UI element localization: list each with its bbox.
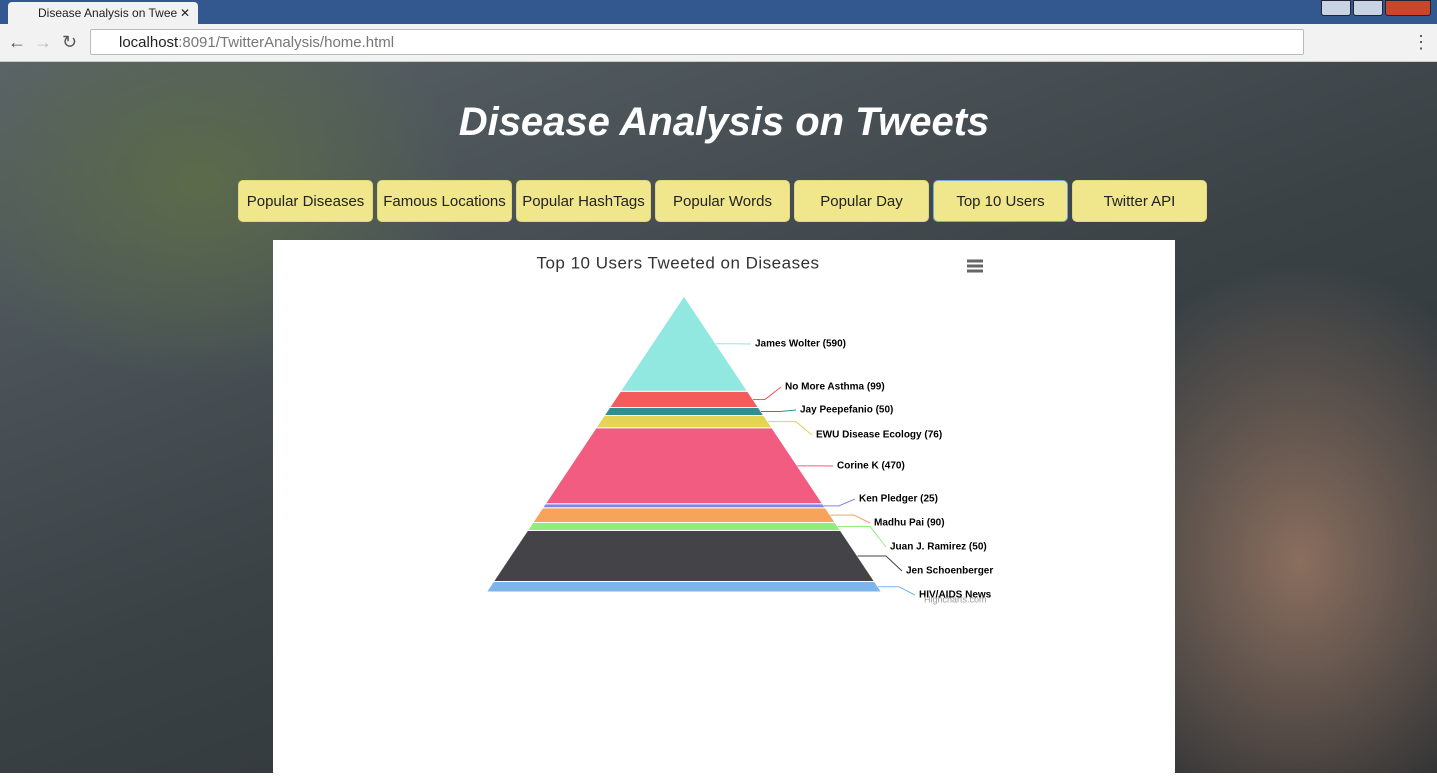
nav-button[interactable]: Famous Locations	[377, 180, 512, 222]
nav-button[interactable]: Top 10 Users	[933, 180, 1068, 222]
data-label: Ken Pledger (25)	[859, 494, 938, 505]
nav-button[interactable]: Popular Words	[655, 180, 790, 222]
chart: Top 10 Users Tweeted on Diseases James W…	[273, 240, 1175, 773]
tab[interactable]: Disease Analysis on Twee✕	[8, 2, 198, 24]
minimize[interactable]	[1321, 0, 1351, 16]
nav-button[interactable]: Popular Day	[794, 180, 929, 222]
pyramid-segment	[487, 581, 882, 592]
data-label: Jay Peepefanio (50)	[800, 405, 893, 416]
label-connector	[753, 387, 781, 399]
pyramid-segment	[545, 428, 822, 504]
window-controls	[1321, 0, 1431, 16]
url-host: localhost	[119, 34, 178, 51]
url-path: :8091/TwitterAnalysis/home.html	[178, 34, 394, 51]
data-label: Juan J. Ramirez (50)	[890, 542, 987, 553]
nav-button[interactable]: Popular Diseases	[238, 180, 373, 222]
data-label: EWU Disease Ecology (76)	[816, 430, 942, 441]
pyramid-segment	[543, 504, 826, 508]
pyramid-segment	[494, 531, 875, 582]
page-title: Disease Analysis on Tweets	[0, 100, 1437, 145]
maximize[interactable]	[1353, 0, 1383, 16]
pyramid-segment	[604, 407, 764, 415]
data-label: James Wolter (590)	[755, 339, 846, 350]
pyramid-segment	[610, 391, 759, 407]
label-connector	[878, 587, 915, 595]
data-label: Jen Schoenberger	[906, 566, 993, 577]
nav-button[interactable]: Twitter API	[1072, 180, 1207, 222]
tab-title: Disease Analysis on Twee	[38, 6, 177, 20]
chart-title: Top 10 Users Tweeted on Diseases	[536, 253, 819, 272]
label-connector	[830, 515, 870, 523]
forward-button[interactable]: →	[34, 32, 52, 53]
nav-button[interactable]: Popular HashTags	[516, 180, 651, 222]
label-connector	[761, 410, 796, 411]
credits: Highcharts.com	[924, 594, 987, 604]
tab-bar: Disease Analysis on Twee✕	[0, 0, 1437, 24]
pyramid-segment	[528, 522, 841, 530]
label-connector	[824, 499, 855, 506]
data-label: Corine K (470)	[837, 461, 905, 472]
data-label: No More Asthma (99)	[785, 382, 885, 393]
data-label: Madhu Pai (90)	[874, 518, 945, 529]
menu-button[interactable]: ⋮	[1412, 32, 1430, 53]
close[interactable]	[1385, 0, 1431, 16]
reload-button[interactable]: ↻	[62, 32, 77, 53]
address-bar: ← → ↻ localhost:8091/TwitterAnalysis/hom…	[0, 24, 1437, 62]
pyramid-segment	[596, 416, 772, 428]
url-field[interactable]: localhost:8091/TwitterAnalysis/home.html	[90, 29, 1304, 55]
pyramid-segment	[533, 508, 835, 523]
tab-close[interactable]: ✕	[180, 2, 190, 24]
export-menu[interactable]	[967, 261, 983, 271]
back-button[interactable]: ←	[8, 32, 26, 53]
chart-container: Top 10 Users Tweeted on Diseases James W…	[273, 240, 1175, 773]
